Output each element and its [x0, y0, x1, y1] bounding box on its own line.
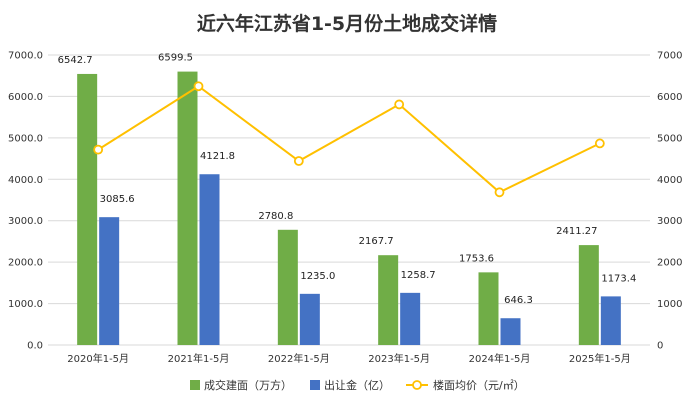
- right-tick-label: 5000: [657, 133, 682, 144]
- legend-label: 出让金（亿）: [324, 378, 390, 392]
- right-tick-label: 2000: [657, 258, 682, 269]
- x-tick-label: 2021年1-5月: [168, 352, 230, 365]
- line-series: [93, 81, 605, 198]
- legend-swatch: [190, 380, 200, 390]
- right-tick-label: 1000: [657, 299, 682, 310]
- line-point: [293, 156, 304, 166]
- data-label: 1753.6: [459, 253, 494, 264]
- bar-revenue: [600, 296, 621, 345]
- bar-revenue: [400, 292, 421, 345]
- line-avg-price: [97, 85, 601, 194]
- data-label: 2167.7: [359, 236, 394, 247]
- bar-series: [77, 71, 621, 346]
- legend-label: 成交建面（万方）: [204, 378, 292, 392]
- x-tick-label: 2025年1-5月: [569, 352, 631, 365]
- left-tick-label: 7000.0: [8, 51, 43, 62]
- bar-area: [578, 245, 599, 345]
- bar-revenue: [299, 293, 320, 345]
- bar-revenue: [500, 318, 521, 345]
- left-tick-label: 3000.0: [8, 216, 43, 227]
- left-tick-label: 6000.0: [8, 92, 43, 103]
- x-tick-label: 2022年1-5月: [268, 352, 330, 365]
- right-tick-label: 4000: [657, 175, 682, 186]
- left-tick-label: 5000.0: [8, 133, 43, 144]
- legend-label: 楼面均价（元/㎡）: [433, 378, 525, 392]
- bar-revenue: [199, 174, 220, 345]
- data-label: 1258.7: [401, 270, 436, 281]
- chart-title: 近六年江苏省1-5月份土地成交详情: [197, 12, 497, 35]
- bar-area: [378, 255, 399, 345]
- left-y-axis: 0.0 1000.0 2000.0 3000.0 4000.0 5000.0 6000.0 7…: [8, 51, 43, 352]
- data-label: 4121.8: [200, 151, 235, 162]
- legend: 成交建面（万方） 出让金（亿） 楼面均价（元/㎡）: [190, 378, 525, 392]
- right-y-axis: 0 1000 2000 3000 4000 5000 6000 7000: [657, 51, 682, 352]
- line-point: [594, 138, 605, 149]
- bar-area: [177, 71, 198, 346]
- right-tick-label: 0: [657, 341, 663, 352]
- left-tick-label: 1000.0: [8, 299, 43, 310]
- gridlines: [48, 54, 650, 346]
- right-tick-label: 6000: [657, 92, 682, 103]
- data-label: 646.3: [504, 295, 533, 306]
- x-tick-label: 2020年1-5月: [67, 352, 129, 365]
- x-tick-label: 2024年1-5月: [469, 352, 531, 365]
- bar-area: [277, 229, 298, 345]
- legend-swatch: [310, 380, 320, 390]
- line-point: [93, 144, 104, 155]
- data-label: 1235.0: [300, 271, 335, 282]
- data-label: 6542.7: [58, 55, 93, 66]
- bar-revenue: [99, 217, 120, 345]
- right-tick-label: 3000: [657, 216, 682, 227]
- left-tick-label: 2000.0: [8, 258, 43, 269]
- data-label: 1173.4: [601, 273, 636, 284]
- left-tick-label: 4000.0: [8, 175, 43, 186]
- data-label: 6599.5: [158, 53, 193, 64]
- data-labels: 6542.7 6599.5 2780.8 2167.7 1753.6 2411.27 308…: [58, 53, 637, 307]
- left-tick-label: 0.0: [27, 341, 43, 352]
- line-point: [394, 99, 405, 110]
- line-point: [494, 187, 505, 198]
- line-point: [193, 81, 204, 92]
- right-tick-label: 7000: [657, 51, 682, 62]
- legend-marker: [412, 380, 422, 390]
- bar-area: [77, 73, 98, 345]
- bar-area: [478, 272, 499, 345]
- x-tick-label: 2023年1-5月: [368, 352, 430, 365]
- data-label: 2780.8: [258, 211, 293, 222]
- data-label: 3085.6: [100, 194, 135, 205]
- data-label: 2411.27: [556, 226, 597, 237]
- x-axis: 2020年1-5月 2021年1-5月 2022年1-5月 2023年1-5月 2024…: [67, 352, 630, 365]
